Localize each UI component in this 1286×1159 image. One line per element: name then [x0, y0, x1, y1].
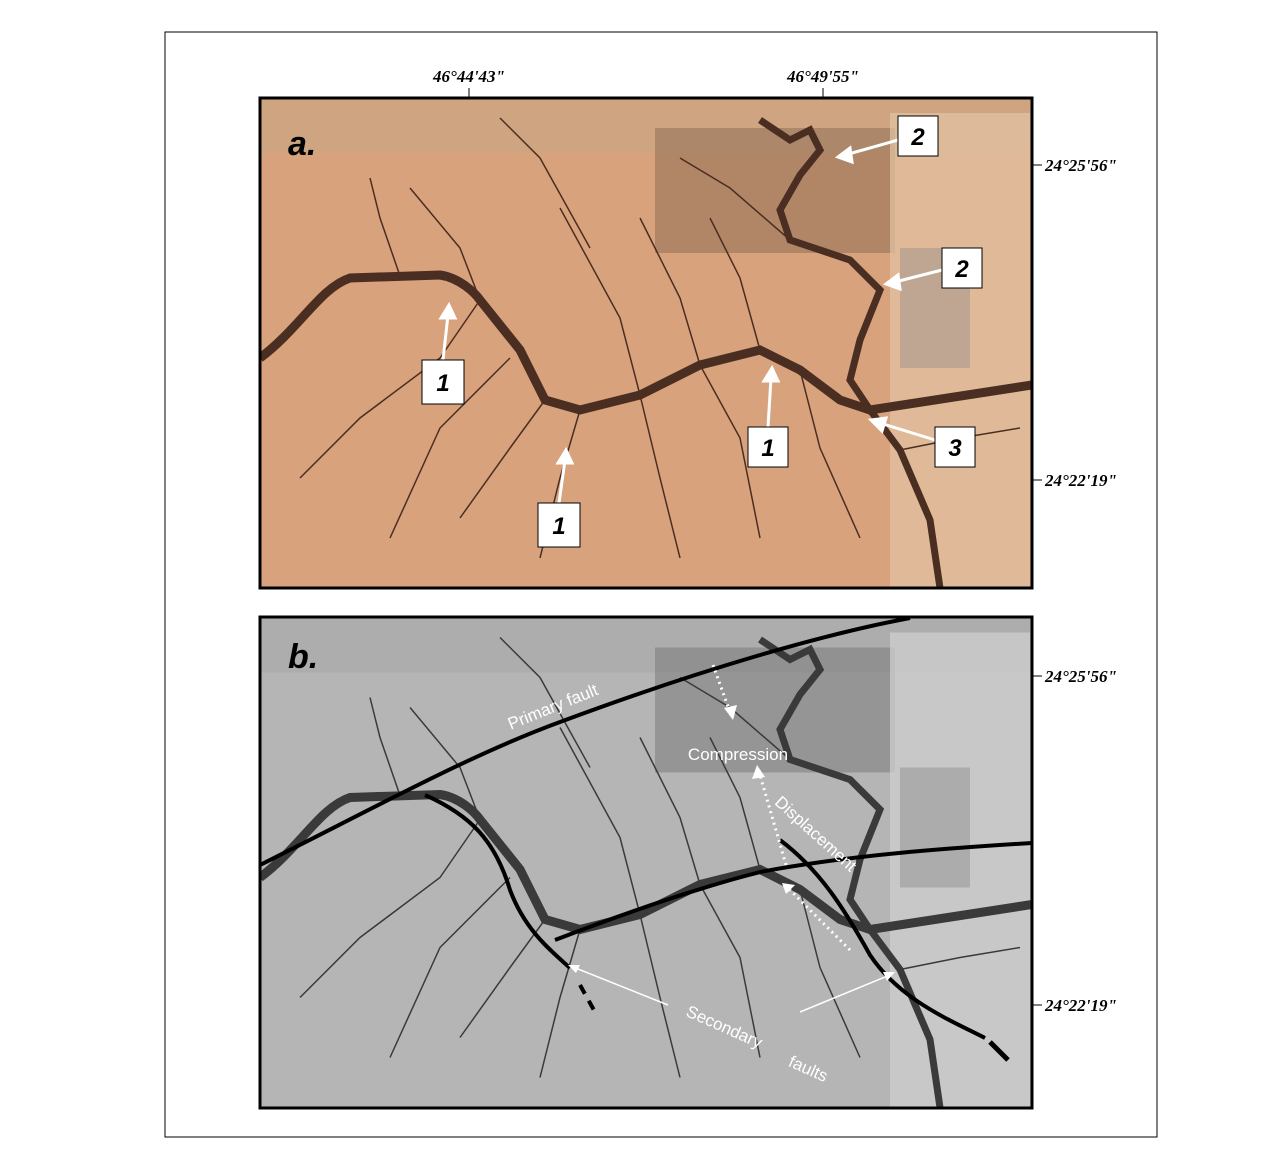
- marker-label: 2: [954, 256, 969, 283]
- panel-label: a.: [288, 125, 316, 163]
- annotation: Compression: [688, 745, 788, 764]
- panel-a-image: [260, 98, 1032, 588]
- marker-label: 1: [761, 435, 774, 462]
- marker-label: 2: [910, 124, 925, 151]
- figure: 46°44'43" 46°49'55" a. 24°25'56" 24°22'1…: [0, 0, 1286, 1159]
- marker-label: 1: [436, 370, 449, 397]
- longitude-label: 46°44'43": [432, 67, 505, 86]
- marker-label: 3: [948, 435, 962, 462]
- latitude-label: 24°22'19": [1044, 471, 1117, 490]
- latitude-label: 24°25'56": [1044, 156, 1117, 175]
- marker-label: 1: [552, 513, 565, 540]
- panel-label: b.: [288, 638, 318, 676]
- longitude-label: 46°49'55": [786, 67, 859, 86]
- latitude-label: 24°22'19": [1044, 996, 1117, 1015]
- latitude-label: 24°25'56": [1044, 667, 1117, 686]
